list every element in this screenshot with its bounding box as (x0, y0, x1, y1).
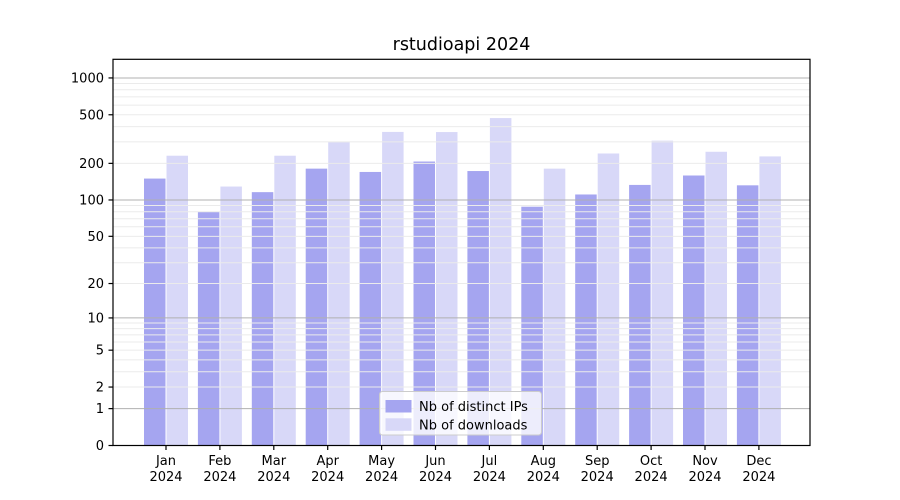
x-tick-label-month: Nov (692, 454, 718, 469)
y-tick-label: 50 (87, 230, 104, 245)
x-tick-label-year: 2024 (203, 470, 236, 485)
x-tick-label-year: 2024 (527, 470, 560, 485)
y-tick-label: 200 (79, 157, 104, 172)
x-tick-label-month: May (368, 454, 395, 469)
y-tick-label: 1 (96, 402, 104, 417)
bar-downloads-may (382, 131, 404, 446)
x-tick-label-month: Oct (640, 454, 662, 469)
bar-distinct-ips-dec (736, 185, 759, 446)
chart-title: rstudioapi 2024 (393, 35, 531, 55)
x-tick-label-year: 2024 (365, 470, 398, 485)
bar-distinct-ips-aug (521, 206, 543, 446)
legend-swatch-distinct-ips (385, 400, 412, 413)
bar-downloads-oct (651, 140, 674, 446)
bar-downloads-aug (543, 168, 566, 446)
bar-distinct-ips-mar (251, 192, 274, 446)
x-tick-label-year: 2024 (635, 470, 668, 485)
y-tick-label: 2 (96, 381, 104, 396)
x-tick-label-year: 2024 (419, 470, 452, 485)
x-tick-label-month: Apr (316, 454, 339, 469)
x-tick-label-month: Mar (262, 454, 287, 469)
bar-downloads-mar (274, 155, 296, 446)
y-tick-label: 1000 (71, 71, 104, 86)
bar-downloads-nov (705, 151, 727, 446)
bar-distinct-ips-jun (413, 161, 435, 446)
x-tick-label-year: 2024 (688, 470, 721, 485)
y-tick-label: 0 (96, 439, 104, 454)
x-tick-label-year: 2024 (149, 470, 182, 485)
x-tick-label-year: 2024 (581, 470, 614, 485)
legend-box (379, 391, 542, 436)
bar-distinct-ips-jul (467, 171, 489, 446)
bar-downloads-jun (436, 132, 458, 446)
bar-distinct-ips-jan (144, 178, 166, 446)
x-tick-label-year: 2024 (742, 470, 775, 485)
bar-distinct-ips-may (359, 171, 382, 446)
x-tick-label-year: 2024 (257, 470, 290, 485)
bar-downloads-apr (328, 142, 350, 446)
bar-downloads-dec (759, 156, 781, 446)
legend-swatch-downloads (385, 418, 412, 431)
y-tick-label: 100 (79, 193, 104, 208)
bar-distinct-ips-apr (305, 168, 328, 446)
x-tick-label-month: Aug (531, 454, 556, 469)
y-tick-label: 10 (87, 311, 104, 326)
y-tick-label: 20 (87, 277, 104, 292)
x-tick-label-month: Jan (155, 454, 176, 469)
y-tick-label: 5 (96, 344, 104, 359)
x-tick-label-month: Feb (208, 454, 231, 469)
x-tick-label-month: Sep (585, 454, 610, 469)
bar-downloads-feb (220, 186, 242, 446)
y-tick-label: 500 (79, 108, 104, 123)
x-tick-label-year: 2024 (311, 470, 344, 485)
legend-label-downloads: Nb of downloads (419, 418, 528, 433)
bar-distinct-ips-sep (575, 194, 597, 446)
plot-border (112, 58, 811, 447)
x-tick-label-month: Jun (424, 454, 445, 469)
bar-distinct-ips-oct (629, 184, 651, 446)
bar-downloads-sep (597, 153, 620, 446)
x-tick-label-year: 2024 (473, 470, 506, 485)
legend-label-distinct-ips: Nb of distinct IPs (419, 400, 528, 415)
bar-distinct-ips-nov (683, 175, 705, 446)
x-tick-label-month: Jul (481, 454, 498, 469)
bar-downloads-jan (166, 155, 188, 446)
x-tick-label-month: Dec (746, 454, 771, 469)
